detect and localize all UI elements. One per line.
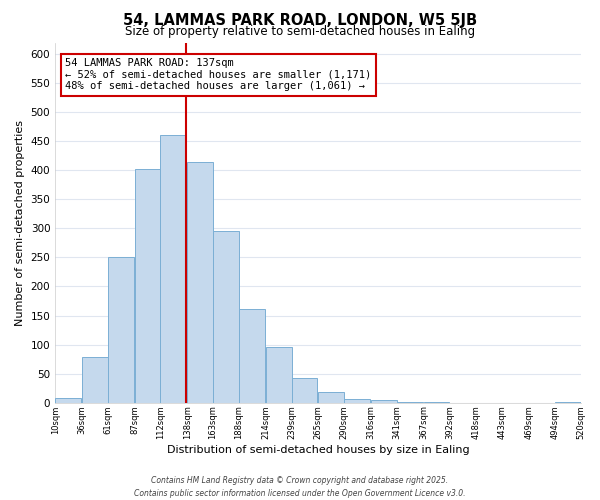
Bar bbox=[239, 308, 265, 402]
Bar bbox=[213, 232, 239, 402]
Bar bbox=[134, 168, 160, 402]
Bar bbox=[82, 357, 108, 403]
Bar bbox=[55, 398, 81, 402]
Bar bbox=[292, 378, 317, 402]
Text: Contains HM Land Registry data © Crown copyright and database right 2025.
Contai: Contains HM Land Registry data © Crown c… bbox=[134, 476, 466, 498]
Bar bbox=[266, 348, 292, 403]
Text: Size of property relative to semi-detached houses in Ealing: Size of property relative to semi-detach… bbox=[125, 25, 475, 38]
Bar bbox=[160, 136, 186, 402]
Bar bbox=[344, 399, 370, 402]
X-axis label: Distribution of semi-detached houses by size in Ealing: Distribution of semi-detached houses by … bbox=[167, 445, 469, 455]
Bar bbox=[108, 258, 134, 402]
Text: 54 LAMMAS PARK ROAD: 137sqm
← 52% of semi-detached houses are smaller (1,171)
48: 54 LAMMAS PARK ROAD: 137sqm ← 52% of sem… bbox=[65, 58, 372, 92]
Y-axis label: Number of semi-detached properties: Number of semi-detached properties bbox=[15, 120, 25, 326]
Bar bbox=[319, 392, 344, 402]
Bar bbox=[371, 400, 397, 402]
Text: 54, LAMMAS PARK ROAD, LONDON, W5 5JB: 54, LAMMAS PARK ROAD, LONDON, W5 5JB bbox=[123, 12, 477, 28]
Bar bbox=[187, 162, 213, 402]
